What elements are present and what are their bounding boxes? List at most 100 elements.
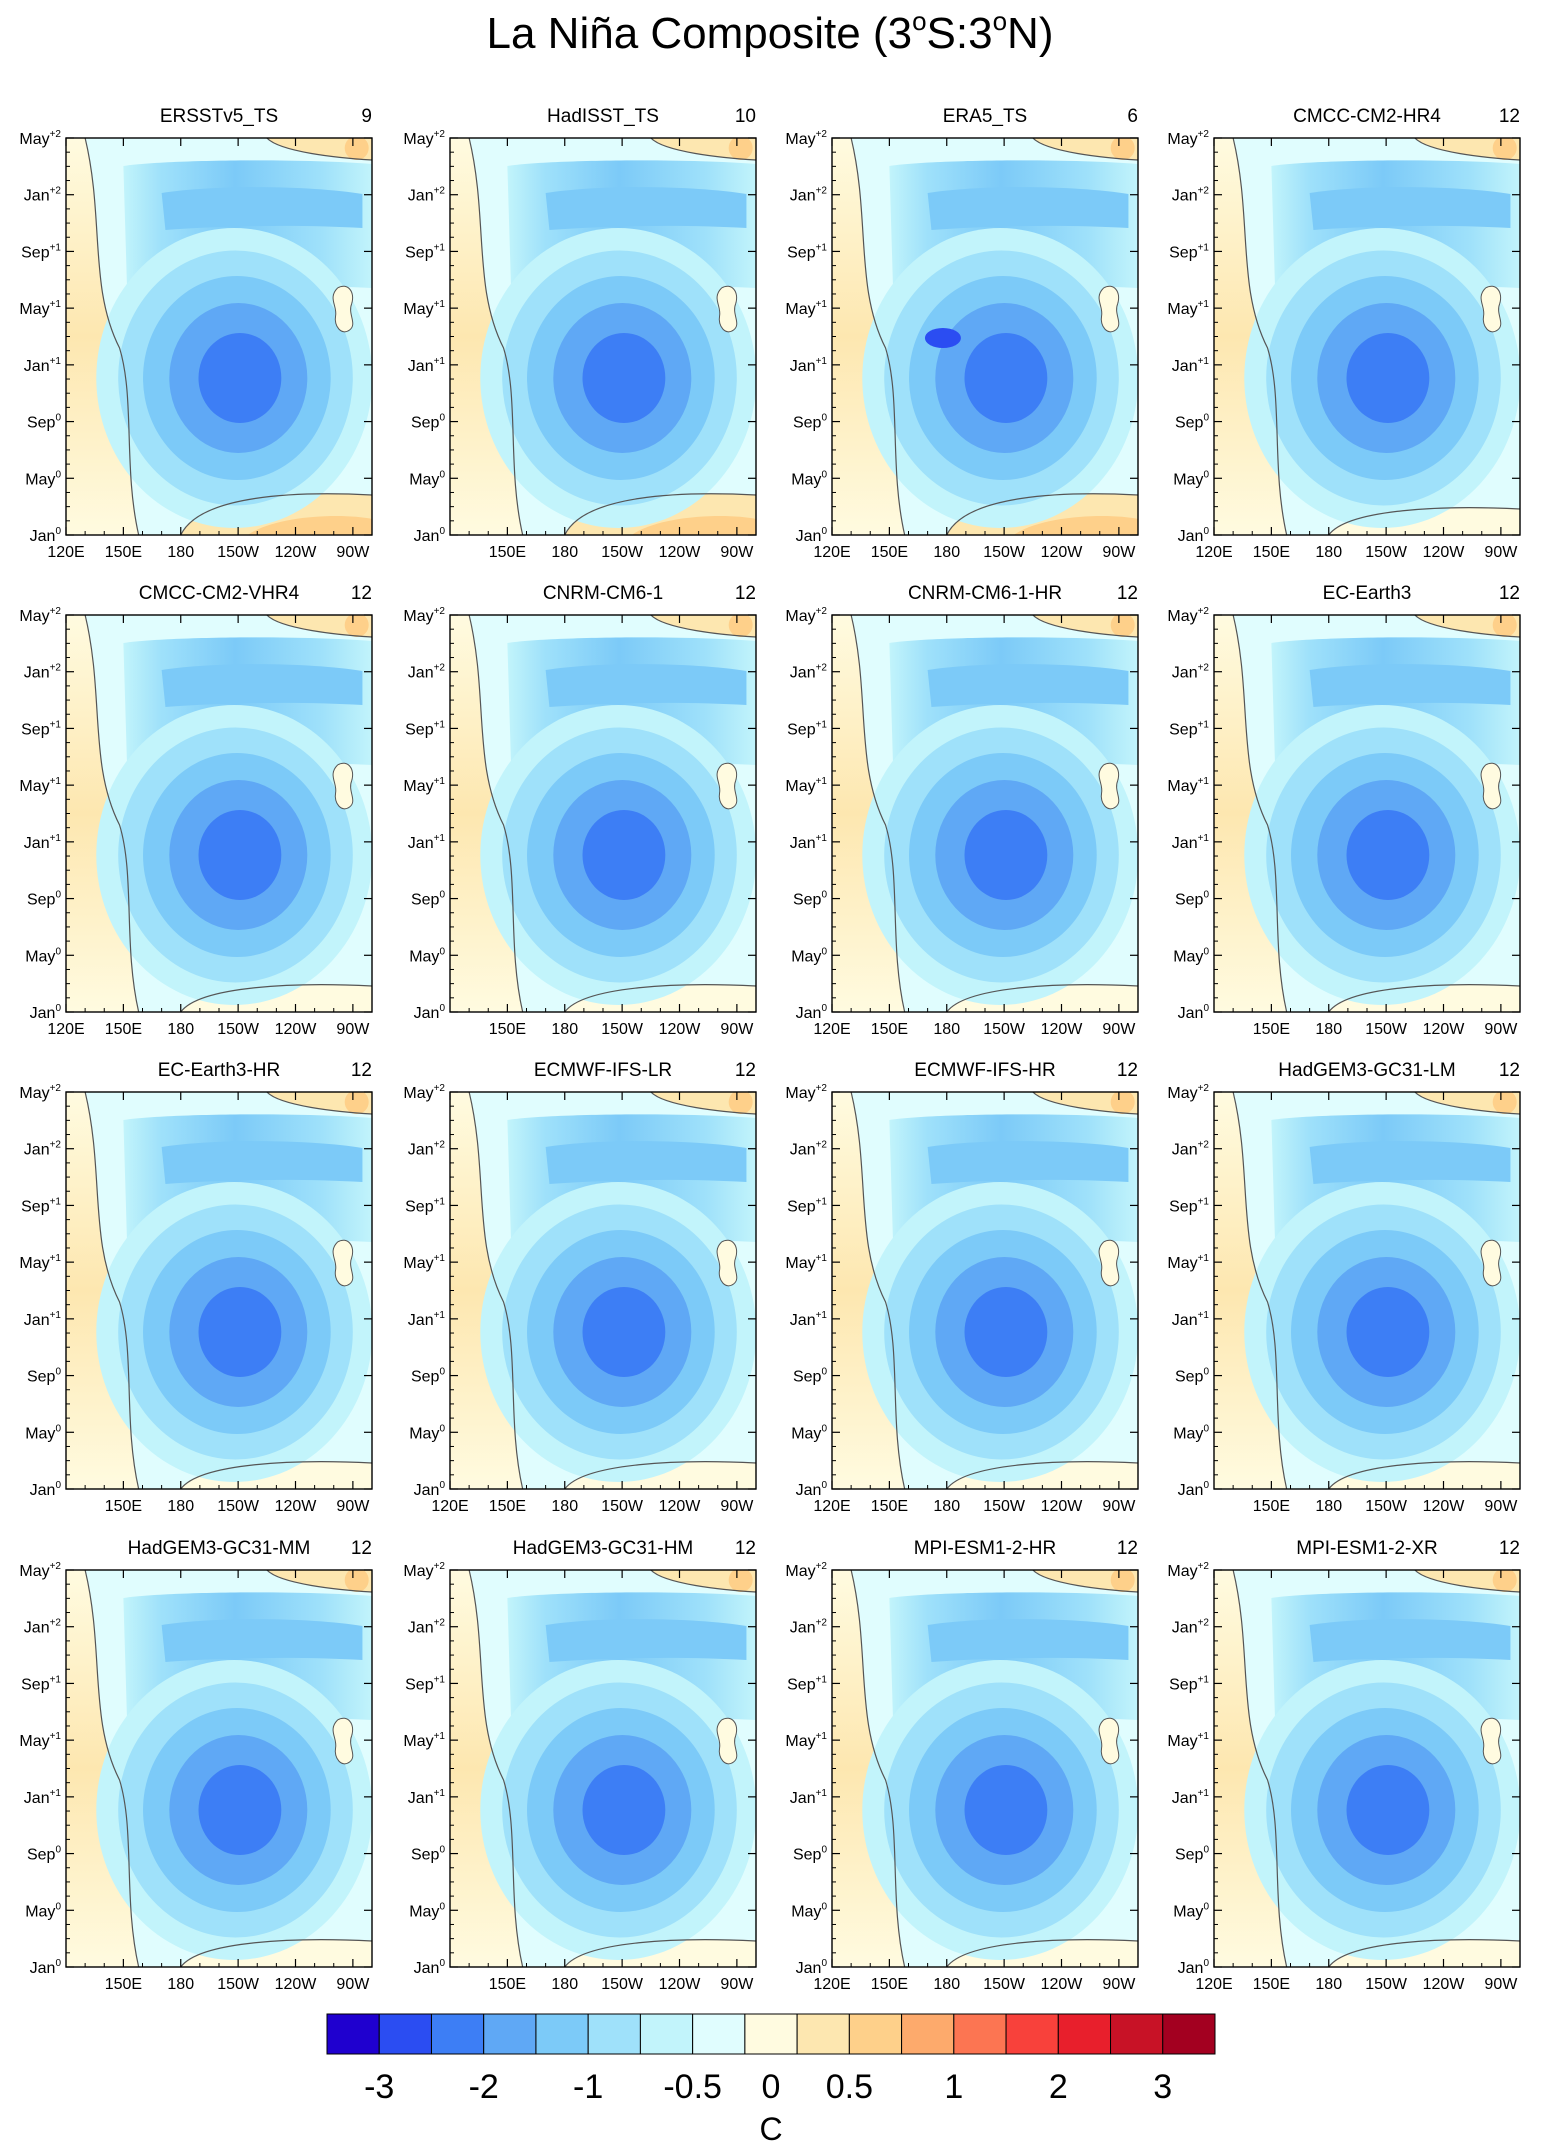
x-tick-label: 90W xyxy=(720,1976,754,1993)
panel-count: 6 xyxy=(1127,106,1138,127)
x-tick-label: 150W xyxy=(983,1498,1026,1515)
x-tick-label: 90W xyxy=(1102,1021,1136,1038)
y-tick-label: Jan0 xyxy=(414,1480,446,1499)
y-tick-label: Jan+1 xyxy=(408,1310,446,1329)
zero-contour-west xyxy=(850,1570,906,1967)
y-tick-label: Sep0 xyxy=(793,1367,827,1386)
panel: Jan0 May0 Sep0 Jan+1 May+1 Sep+1 Jan+2 May+2 150… xyxy=(1167,1060,1521,1515)
colorbar-swatch xyxy=(1057,2013,1112,2055)
cool-tongue-level-5 xyxy=(582,1287,666,1377)
x-tick-label: 150E xyxy=(871,544,908,561)
y-tick-label: May+1 xyxy=(1167,299,1209,318)
panel: Jan0 May0 Sep0 Jan+1 May+1 Sep+1 Jan+2 May+2 150… xyxy=(403,1538,757,1993)
y-tick-label: May+1 xyxy=(403,299,445,318)
panel: Jan0 May0 Sep0 Jan+1 May+1 Sep+1 Jan+2 May+2 120… xyxy=(19,106,373,561)
y-tick-label: Jan+1 xyxy=(408,1788,446,1807)
anomaly-field xyxy=(450,138,756,535)
warm-corner xyxy=(728,1570,753,1592)
x-tick-label: 90W xyxy=(1484,1021,1518,1038)
warm-corner xyxy=(728,615,753,637)
y-tick-label: Sep0 xyxy=(793,413,827,432)
y-tick-label: Jan+2 xyxy=(24,663,62,682)
panel-title: CMCC-CM2-VHR4 xyxy=(139,583,300,604)
zero-contour-top xyxy=(1414,615,1520,638)
colorbar: -3 -2 -1 -0.5 0 0.5 1 2 3 C xyxy=(326,2013,1216,2142)
y-tick-label: Jan+2 xyxy=(1172,1618,1210,1637)
y-tick-label: Jan+2 xyxy=(1172,1140,1210,1159)
y-tick-label: May+2 xyxy=(1167,606,1209,625)
y-tick-label: Sep+1 xyxy=(787,719,827,738)
x-tick-label: 120W xyxy=(275,1498,318,1515)
zero-contour-bottom xyxy=(1328,507,1520,535)
zero-contour-bottom xyxy=(946,1461,1138,1489)
x-tick-label: 180 xyxy=(551,1498,578,1515)
colorbar-swatch xyxy=(587,2013,641,2055)
zero-contour-top xyxy=(650,615,756,638)
y-tick-label: Jan+1 xyxy=(790,1788,828,1807)
cool-tongue-level-5 xyxy=(964,1765,1048,1855)
x-tick-label: 180 xyxy=(1315,1021,1342,1038)
cool-tongue-level-5 xyxy=(582,333,666,423)
y-tick-label: May0 xyxy=(409,469,445,488)
x-tick-label: 90W xyxy=(1484,544,1518,561)
warm-bottom-core xyxy=(1013,516,1138,535)
y-tick-label: Sep0 xyxy=(1175,1367,1209,1386)
anomaly-field xyxy=(1214,1570,1520,1967)
x-tick-label: 90W xyxy=(336,1021,370,1038)
panel-count: 12 xyxy=(1499,106,1520,127)
anomaly-field xyxy=(66,138,372,535)
x-tick-label: 180 xyxy=(933,544,960,561)
warm-bottom-core xyxy=(631,516,756,535)
panel-count: 9 xyxy=(361,106,372,127)
y-tick-label: Sep+1 xyxy=(1169,1196,1209,1215)
x-tick-label: 90W xyxy=(1102,1976,1136,1993)
colorbar-swatch xyxy=(692,2013,746,2055)
y-tick-label: Sep0 xyxy=(1175,413,1209,432)
x-tick-label: 120E xyxy=(813,544,850,561)
cool-tongue-level-5 xyxy=(1346,810,1430,900)
colorbar-swatch xyxy=(430,2013,485,2055)
cool-band-upper-core xyxy=(161,1141,363,1184)
y-tick-label: May+1 xyxy=(19,1731,61,1750)
anomaly-field xyxy=(450,615,756,1012)
y-tick-label: Sep+1 xyxy=(1169,719,1209,738)
warm-corner xyxy=(1492,1570,1517,1592)
y-tick-label: Sep0 xyxy=(1175,890,1209,909)
warm-bottom-core xyxy=(247,516,372,535)
y-tick-label: May+2 xyxy=(785,1083,827,1102)
zero-contour-bottom xyxy=(946,1939,1138,1967)
x-tick-label: 120E xyxy=(813,1976,850,1993)
zero-contour-west xyxy=(468,138,524,535)
zero-contour-top xyxy=(1032,615,1138,638)
y-tick-label: Jan+1 xyxy=(790,356,828,375)
x-tick-label: 150W xyxy=(217,1976,260,1993)
panel-title: HadGEM3-GC31-HM xyxy=(513,1538,694,1559)
colorbar-label: 2 xyxy=(1049,2068,1068,2106)
cool-band-upper-core xyxy=(161,1619,363,1662)
y-tick-label: Sep+1 xyxy=(405,1674,445,1693)
panel-count: 12 xyxy=(735,1538,756,1559)
zero-contour-west xyxy=(850,1092,906,1489)
y-tick-label: May+2 xyxy=(1167,129,1209,148)
y-tick-label: May+2 xyxy=(19,1083,61,1102)
zero-contour-bottom xyxy=(180,984,372,1012)
x-tick-label: 120W xyxy=(659,1021,702,1038)
colorbar-swatch xyxy=(378,2013,432,2055)
x-tick-label: 90W xyxy=(720,544,754,561)
warm-corner xyxy=(1492,615,1517,637)
x-tick-label: 180 xyxy=(933,1498,960,1515)
cool-tongue-level-5 xyxy=(582,810,666,900)
x-tick-label: 120W xyxy=(1423,1498,1466,1515)
colorbar-label: -0.5 xyxy=(663,2068,722,2106)
panel: Jan0 May0 Sep0 Jan+1 May+1 Sep+1 Jan+2 May+2 120… xyxy=(785,106,1139,561)
zero-contour-west xyxy=(1232,138,1288,535)
zero-contour-top xyxy=(1032,1570,1138,1593)
y-tick-label: Sep+1 xyxy=(405,242,445,261)
x-tick-label: 120W xyxy=(1041,1976,1084,1993)
x-tick-label: 150W xyxy=(1365,544,1408,561)
y-tick-label: Sep0 xyxy=(1175,1845,1209,1864)
y-tick-label: May+2 xyxy=(785,606,827,625)
warm-corner xyxy=(1492,138,1517,160)
y-tick-label: May0 xyxy=(1173,1901,1209,1920)
y-tick-label: Jan+2 xyxy=(24,1140,62,1159)
